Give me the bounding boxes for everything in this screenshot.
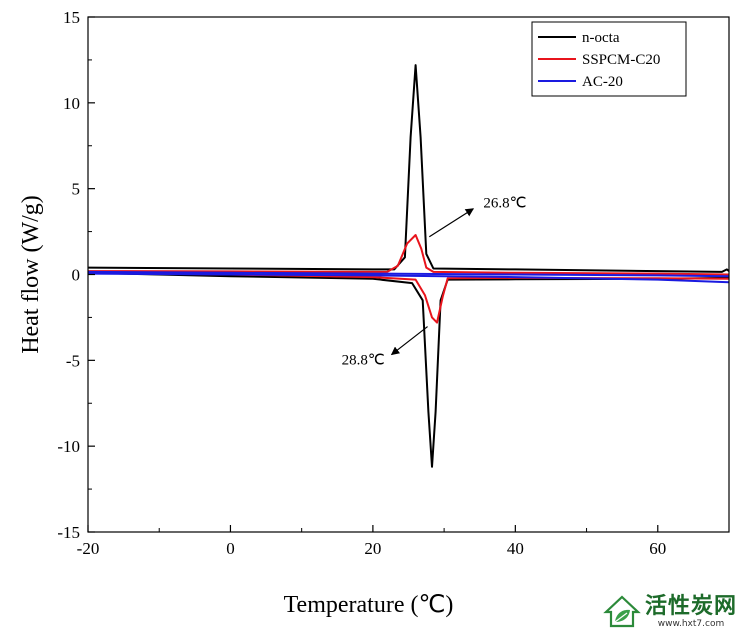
series-line-n-octa-0 [87,64,730,273]
y-tick-label: 0 [72,266,81,285]
annotation-label: 26.8℃ [483,196,526,212]
y-tick-label: -10 [57,437,80,456]
x-tick-label: 40 [507,539,524,558]
legend: n-octa SSPCM-C20 AC-20 [531,21,687,97]
series-line-ac-20-1 [87,272,730,284]
y-tick-label: -5 [66,351,80,370]
annotation-arrow [390,326,428,356]
leaf-logo-icon [603,595,641,628]
annotation-arrow [428,208,475,238]
y-axis: -15 -10 -5 0 5 10 15 [57,8,95,542]
series-line-sspcm-c20-1 [87,271,730,324]
watermark-title: 活性炭网 [644,593,737,619]
watermark-url: www.hxt7.com [657,618,725,629]
legend-box [531,21,687,97]
series-line-ac-20-0 [87,270,730,278]
x-tick-label: -20 [77,539,100,558]
chart-curves [87,64,730,468]
x-tick-label: 0 [226,539,235,558]
x-tick-label: 20 [364,539,381,558]
y-tick-label: 15 [63,8,80,27]
chart-annotations: 26.8℃ 28.8℃ [342,196,527,369]
x-tick-label: 60 [649,539,666,558]
legend-label: SSPCM-C20 [582,52,660,68]
y-tick-label: 10 [63,94,80,113]
y-axis-title: Heat flow (W/g) [18,195,44,354]
y-tick-label: -15 [57,523,80,542]
series-line-n-octa-1 [87,271,730,468]
legend-label: n-octa [582,30,620,46]
x-axis: -20 0 20 40 60 [77,525,666,558]
annotation-label: 28.8℃ [342,353,385,369]
watermark: 活性炭网 www.hxt7.com [603,595,737,629]
x-axis-title: Temperature (℃) [284,592,454,618]
legend-label: AC-20 [582,74,623,90]
series-line-sspcm-c20-0 [87,234,730,276]
y-tick-label: 5 [72,180,81,199]
